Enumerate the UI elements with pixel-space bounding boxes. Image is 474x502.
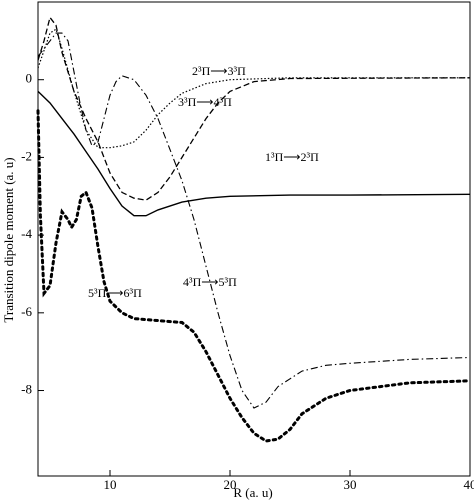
y-tick-label: -6 [21, 304, 32, 319]
x-tick-label: 10 [104, 477, 117, 492]
plot-frame [37, 1, 471, 477]
line-series [37, 32, 471, 409]
series-label: 4³Π⟶5³Π [183, 275, 237, 289]
line-series [37, 28, 470, 149]
x-tick-label: 40 [464, 477, 474, 492]
line-series [37, 16, 471, 201]
x-axis-title: R (a. u) [233, 485, 272, 500]
series-label: 2³Π⟶3³Π [192, 64, 246, 78]
series-label: 3³Π⟶4³Π [178, 95, 232, 109]
line-series [36, 109, 472, 443]
line-series [37, 90, 471, 217]
x-tick-label: 20 [224, 477, 237, 492]
series-label: 5³Π⟶6³Π [88, 286, 142, 300]
y-tick-label: -8 [21, 382, 32, 397]
y-tick-label: 0 [26, 71, 33, 86]
series-label: 1³Π⟶2³Π [265, 150, 319, 164]
x-tick-label: 30 [344, 477, 357, 492]
y-tick-label: -4 [21, 226, 32, 241]
y-tick-label: -2 [21, 148, 32, 163]
y-axis-title: Transition dipole moment (a. u) [1, 157, 16, 322]
